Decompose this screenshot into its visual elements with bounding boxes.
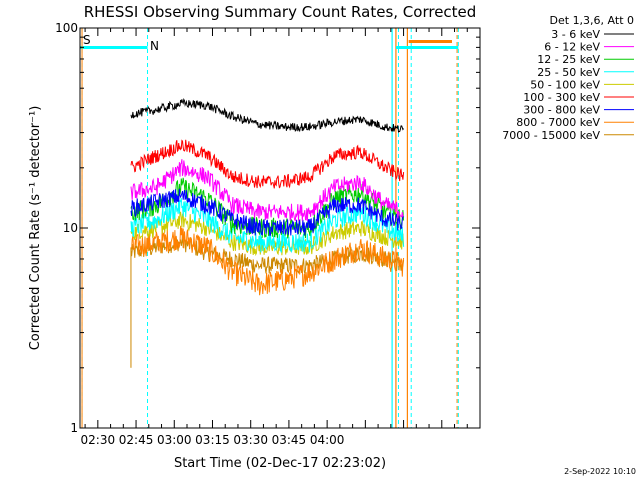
series-line-5 xyxy=(130,139,405,189)
series-line-1 xyxy=(130,159,404,222)
series-line-3 xyxy=(130,196,405,254)
series-line-4 xyxy=(130,211,405,257)
night-bar xyxy=(80,46,148,49)
series-line-0 xyxy=(130,98,405,133)
x-tick-label: 03:00 xyxy=(157,433,192,447)
y-tick-label: 10 xyxy=(63,221,78,235)
series-group xyxy=(130,98,405,368)
night-bar xyxy=(395,46,459,49)
annotation-s: S xyxy=(83,33,91,47)
x-axis-label: Start Time (02-Dec-17 02:23:02) xyxy=(174,456,386,471)
legend-label: 800 - 7000 keV xyxy=(516,116,600,129)
legend-label: 6 - 12 keV xyxy=(544,41,600,54)
legend-label: 25 - 50 keV xyxy=(537,66,600,79)
legend-label: 300 - 800 keV xyxy=(523,104,600,117)
y-tick-label: 1 xyxy=(70,421,78,435)
x-tick-label: 04:00 xyxy=(310,433,345,447)
legend-label: 7000 - 15000 keV xyxy=(502,129,600,142)
x-tick-label: 03:30 xyxy=(233,433,268,447)
chart-title: RHESSI Observing Summary Count Rates, Co… xyxy=(84,3,477,21)
x-tick-label: 03:45 xyxy=(272,433,307,447)
series-line-6 xyxy=(130,188,405,236)
y-axis-label: Corrected Count Rate (s⁻¹ detector⁻¹) xyxy=(28,106,43,351)
x-tick-label: 02:45 xyxy=(119,433,154,447)
legend-label: 100 - 300 keV xyxy=(523,91,600,104)
saa-bar xyxy=(408,40,452,43)
x-tick-label: 03:15 xyxy=(195,433,230,447)
y-axis: 1 10 100 xyxy=(55,21,480,435)
footer-date: 2-Sep-2022 10:10 xyxy=(564,467,636,476)
x-tick-label: 02:30 xyxy=(81,433,116,447)
legend-label: 50 - 100 keV xyxy=(530,78,600,91)
x-axis: 02:30 02:45 03:00 03:15 03:30 03:45 04:00 xyxy=(81,28,481,447)
series-line-7 xyxy=(130,225,405,296)
legend-label: 3 - 6 keV xyxy=(551,28,600,41)
legend-label: 12 - 25 keV xyxy=(537,53,600,66)
annotation-n: N xyxy=(150,39,159,53)
legend-title: Det 1,3,6, Att 0 xyxy=(550,14,634,27)
y-tick-label: 100 xyxy=(55,21,78,35)
